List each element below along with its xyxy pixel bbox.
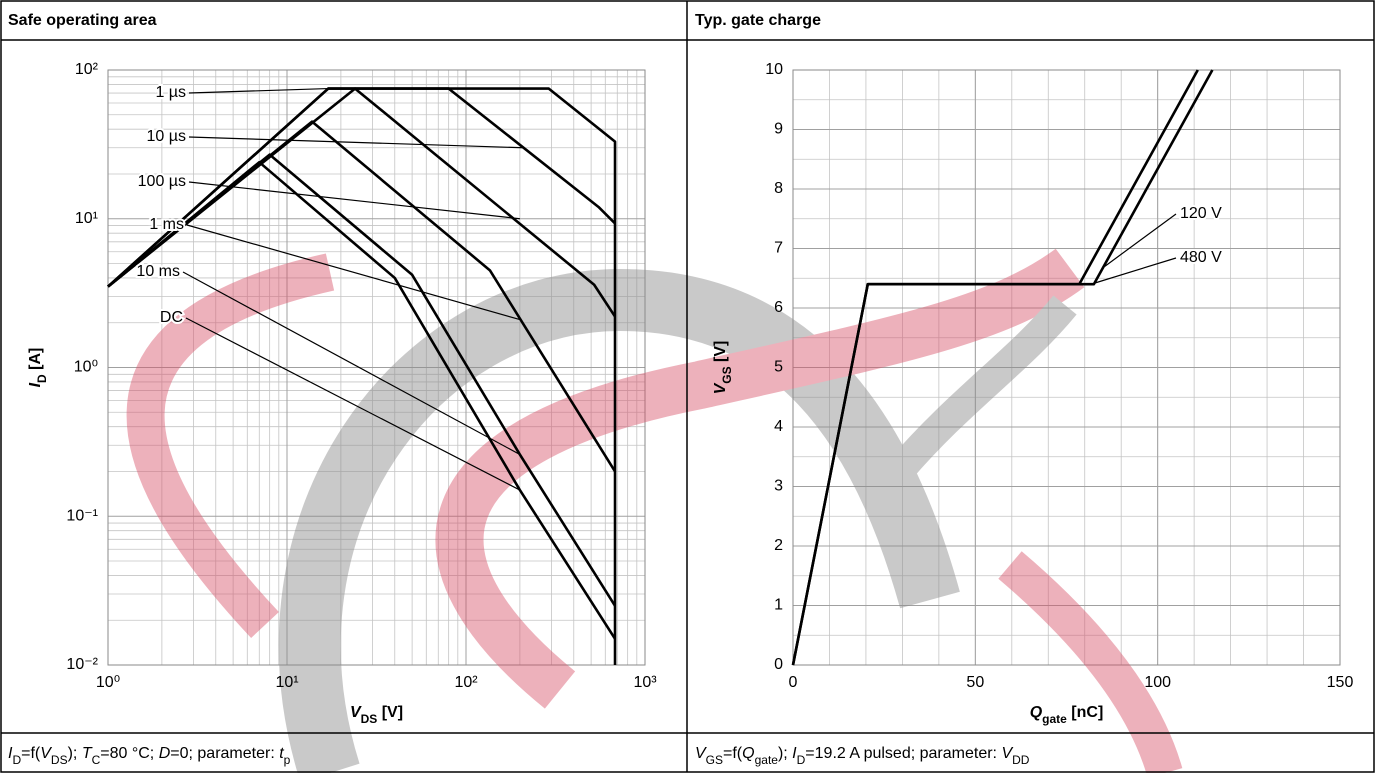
label-leader [182,271,521,456]
text-part: =f( [21,745,41,762]
y-tick-label: 10¹ [75,210,98,227]
series-label: 10 ms [136,263,180,280]
plot-frame [792,69,1341,666]
text-part: D [12,753,21,767]
series-label: 10 µs [147,128,186,145]
text-part: [A] [27,348,44,375]
y-tick-label: 10 [765,61,783,78]
series-line [791,69,1214,666]
chart-caption: ID=f(VDS); TC=80 °C; D=0; parameter: tp [8,745,291,767]
y-tick-label: 5 [774,359,783,376]
label-leader [185,317,521,491]
curves [107,69,1214,666]
text-part: V [350,704,362,721]
watermark-swoosh [435,248,1085,709]
y-tick-label: 2 [774,537,783,554]
text-part: T [82,745,93,762]
series-label: 480 V [1180,249,1222,266]
label-leader [1104,213,1177,267]
x-axis-label: Qgate [nC] [1030,704,1104,726]
y-tick-label: 1 [774,597,783,614]
y-tick-label: 9 [774,121,783,138]
text-part: V [712,382,729,394]
series-label: DC [160,309,183,326]
series-label: 120 V [1180,205,1222,222]
series-line [107,160,617,640]
text-part: I [792,745,797,762]
text-part: V [40,745,52,762]
chart-title: Safe operating area [8,12,157,29]
y-tick-label: 0 [774,656,783,673]
text-part: gate [755,753,779,767]
x-tick-label: 10¹ [275,674,298,691]
text-part: I [27,382,44,387]
text-part: I [8,745,13,762]
label-leader [186,224,521,321]
label-leader [188,87,329,94]
text-part: [V] [712,341,729,367]
y-tick-label: 7 [774,240,783,257]
text-part: ); [778,745,792,762]
text-part: GS [720,366,734,383]
y-axis-label: VGS [V] [712,341,734,395]
text-part: [V] [377,704,403,721]
x-tick-label: 0 [789,674,798,691]
chart-title: Typ. gate charge [695,12,821,29]
x-tick-label: 10⁰ [96,674,120,691]
label-leader [188,136,524,149]
text-part: V [1001,745,1013,762]
watermark-swoosh [888,295,1077,480]
texts: Safe operating area 10⁰ 10¹ 10² 10³ 10⁻² 10⁻¹ 1… [8,12,1353,767]
y-tick-label: 8 [774,180,783,197]
y-tick-label: 10⁰ [74,359,98,376]
x-axis-label: VDS [V] [350,704,403,726]
chart-caption: VGS=f(Qgate); ID=19.2 A pulsed; paramete… [695,745,1030,767]
text-part: gate [1042,712,1067,726]
y-tick-label: 10⁻¹ [66,507,98,524]
plot-frame [107,69,646,666]
y-tick-label: 10² [75,61,99,78]
text-part: DD [1012,753,1030,767]
series-label: 1 µs [155,84,186,101]
text-part: =80 °C; [100,745,158,762]
text-part: ); [68,745,82,762]
series-label: 1 ms [149,216,184,233]
series-label: 100 µs [138,173,186,190]
text-part: Q [1030,704,1043,721]
text-part: =19.2 A pulsed; parameter: [805,745,1001,762]
y-tick-label: 6 [774,299,783,316]
text-part: GS [706,753,723,767]
label-leader [188,181,520,220]
y-axis-label: ID [A] [27,348,49,388]
x-tick-label: 10³ [633,674,657,691]
text-part: t [279,745,284,762]
text-part: Q [742,745,754,762]
text-part: p [284,753,291,767]
y-tick-label: 3 [774,478,783,495]
text-part: C [92,753,101,767]
x-tick-label: 10² [454,674,478,691]
x-tick-label: 100 [1144,674,1171,691]
x-tick-label: 150 [1327,674,1354,691]
text-part: =f( [723,745,743,762]
text-part: DS [361,712,378,726]
watermark-swoosh [998,551,1183,778]
text-part: D [159,745,171,762]
text-part: DS [51,753,68,767]
text-part: =0; parameter: [170,745,279,762]
watermark-swoosh [278,268,960,778]
text-part: [nC] [1067,704,1103,721]
y-tick-label: 4 [774,418,783,435]
label-leader [1094,257,1177,284]
y-tick-label: 10⁻² [66,656,98,673]
text-part: D [35,374,49,383]
series-line [107,87,616,288]
text-part: V [695,745,707,762]
x-tick-label: 50 [966,674,984,691]
text-part: D [797,753,806,767]
